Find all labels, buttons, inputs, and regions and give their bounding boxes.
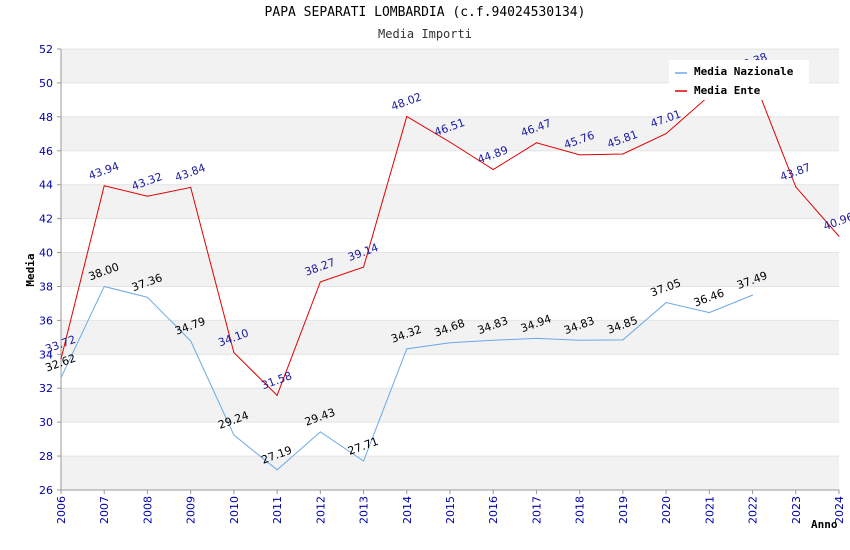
grid-lines: [61, 48, 839, 491]
data-point-media-nazionale: [752, 294, 754, 296]
legend-label-media-ente: Media Ente: [694, 84, 761, 97]
data-point-media-nazionale: [449, 342, 451, 344]
data-point-media-nazionale: [103, 285, 105, 287]
data-point-media-nazionale: [535, 337, 537, 339]
x-tick-label: 2006: [55, 496, 68, 524]
legend: Media Nazionale Media Ente: [669, 60, 809, 100]
data-point-media-ente: [449, 141, 451, 143]
data-point-media-nazionale: [146, 296, 148, 298]
x-tick-label: 2010: [228, 496, 241, 524]
x-axis-ticks: 2006 2007 2008 2009 2010 2011 2012 2013 2014 2015…: [55, 490, 846, 524]
data-point-media-ente: [492, 169, 494, 171]
y-tick-label: 34: [39, 348, 53, 361]
data-point-media-nazionale: [233, 434, 235, 436]
x-tick-label: 2013: [358, 496, 371, 524]
y-tick-label: 40: [39, 247, 53, 260]
x-tick-label: 2020: [660, 496, 673, 524]
data-point-media-nazionale: [363, 460, 365, 462]
data-point-media-ente: [103, 185, 105, 187]
data-point-media-ente: [795, 186, 797, 188]
data-point-media-nazionale: [276, 469, 278, 471]
x-tick-label: 2021: [703, 496, 716, 524]
data-point-media-ente: [276, 394, 278, 396]
data-point-media-ente: [60, 358, 62, 360]
grid-band: [61, 456, 839, 490]
x-tick-label: 2022: [747, 496, 760, 524]
y-tick-label: 44: [39, 179, 53, 192]
x-tick-label: 2023: [790, 496, 803, 524]
y-tick-label: 46: [39, 145, 53, 158]
y-tick-label: 38: [39, 280, 53, 293]
x-tick-label: 2014: [401, 496, 414, 524]
x-tick-label: 2007: [98, 496, 111, 524]
y-tick-label: 48: [39, 111, 53, 124]
legend-label-media-nazionale: Media Nazionale: [694, 65, 794, 78]
series-line-media-nazionale: [60, 285, 753, 471]
data-point-media-nazionale: [579, 339, 581, 341]
y-tick-label: 26: [39, 484, 53, 497]
data-point-media-ente: [838, 235, 840, 237]
data-point-media-ente: [622, 153, 624, 155]
data-point-media-ente: [579, 154, 581, 156]
data-point-media-nazionale: [60, 377, 62, 379]
data-point-media-ente: [665, 133, 667, 135]
y-tick-label: 52: [39, 43, 53, 56]
y-tick-label: 42: [39, 213, 53, 226]
data-point-media-nazionale: [406, 348, 408, 350]
grid-bands: [61, 49, 839, 490]
data-label-media-ente: 43.94: [87, 160, 121, 183]
data-point-media-nazionale: [665, 302, 667, 304]
grid-band: [61, 116, 839, 151]
x-axis-label: Anno: [811, 518, 838, 531]
grid-band: [61, 252, 839, 287]
data-point-media-ente: [319, 281, 321, 283]
y-tick-label: 28: [39, 450, 53, 463]
y-tick-label: 50: [39, 77, 53, 90]
x-tick-label: 2008: [141, 496, 154, 524]
data-point-media-nazionale: [708, 312, 710, 314]
grid-band: [61, 320, 839, 355]
x-tick-label: 2017: [530, 496, 543, 524]
data-point-media-nazionale: [319, 431, 321, 433]
data-point-media-nazionale: [190, 340, 192, 342]
x-tick-label: 2016: [487, 496, 500, 524]
x-tick-label: 2011: [271, 496, 284, 524]
y-axis-label: Media: [24, 253, 37, 286]
data-point-media-ente: [535, 142, 537, 144]
chart-title: PAPA SEPARATI LOMBARDIA (c.f.94024530134…: [264, 5, 586, 20]
data-point-media-ente: [233, 352, 235, 354]
y-tick-label: 30: [39, 416, 53, 429]
data-point-media-nazionale: [622, 339, 624, 341]
x-tick-label: 2009: [185, 496, 198, 524]
data-point-media-ente: [190, 186, 192, 188]
y-axis-ticks: 26 28 30 32 34 36 38 40 42 44 46 48 50 52: [39, 43, 61, 497]
data-point-media-ente: [146, 195, 148, 197]
data-label-media-nazionale: 27.71: [346, 435, 380, 458]
grid-band: [61, 184, 839, 219]
data-label-media-ente: 48.02: [389, 90, 423, 113]
x-tick-label: 2012: [314, 496, 327, 524]
y-tick-label: 32: [39, 382, 53, 395]
legend-box: [669, 60, 809, 100]
x-tick-label: 2018: [574, 496, 587, 524]
data-label-media-ente: 43.84: [173, 161, 207, 184]
x-tick-label: 2019: [617, 496, 630, 524]
data-label-media-nazionale: 36.46: [692, 286, 726, 309]
data-point-media-ente: [406, 116, 408, 118]
x-tick-label: 2015: [444, 496, 457, 524]
grid-band: [61, 388, 839, 423]
x-tick-label: 2024: [833, 496, 846, 524]
data-label-media-ente: 43.87: [778, 161, 812, 184]
chart-subtitle: Media Importi: [378, 27, 472, 41]
y-tick-label: 36: [39, 314, 53, 327]
data-point-media-ente: [363, 266, 365, 268]
data-point-media-nazionale: [492, 339, 494, 341]
